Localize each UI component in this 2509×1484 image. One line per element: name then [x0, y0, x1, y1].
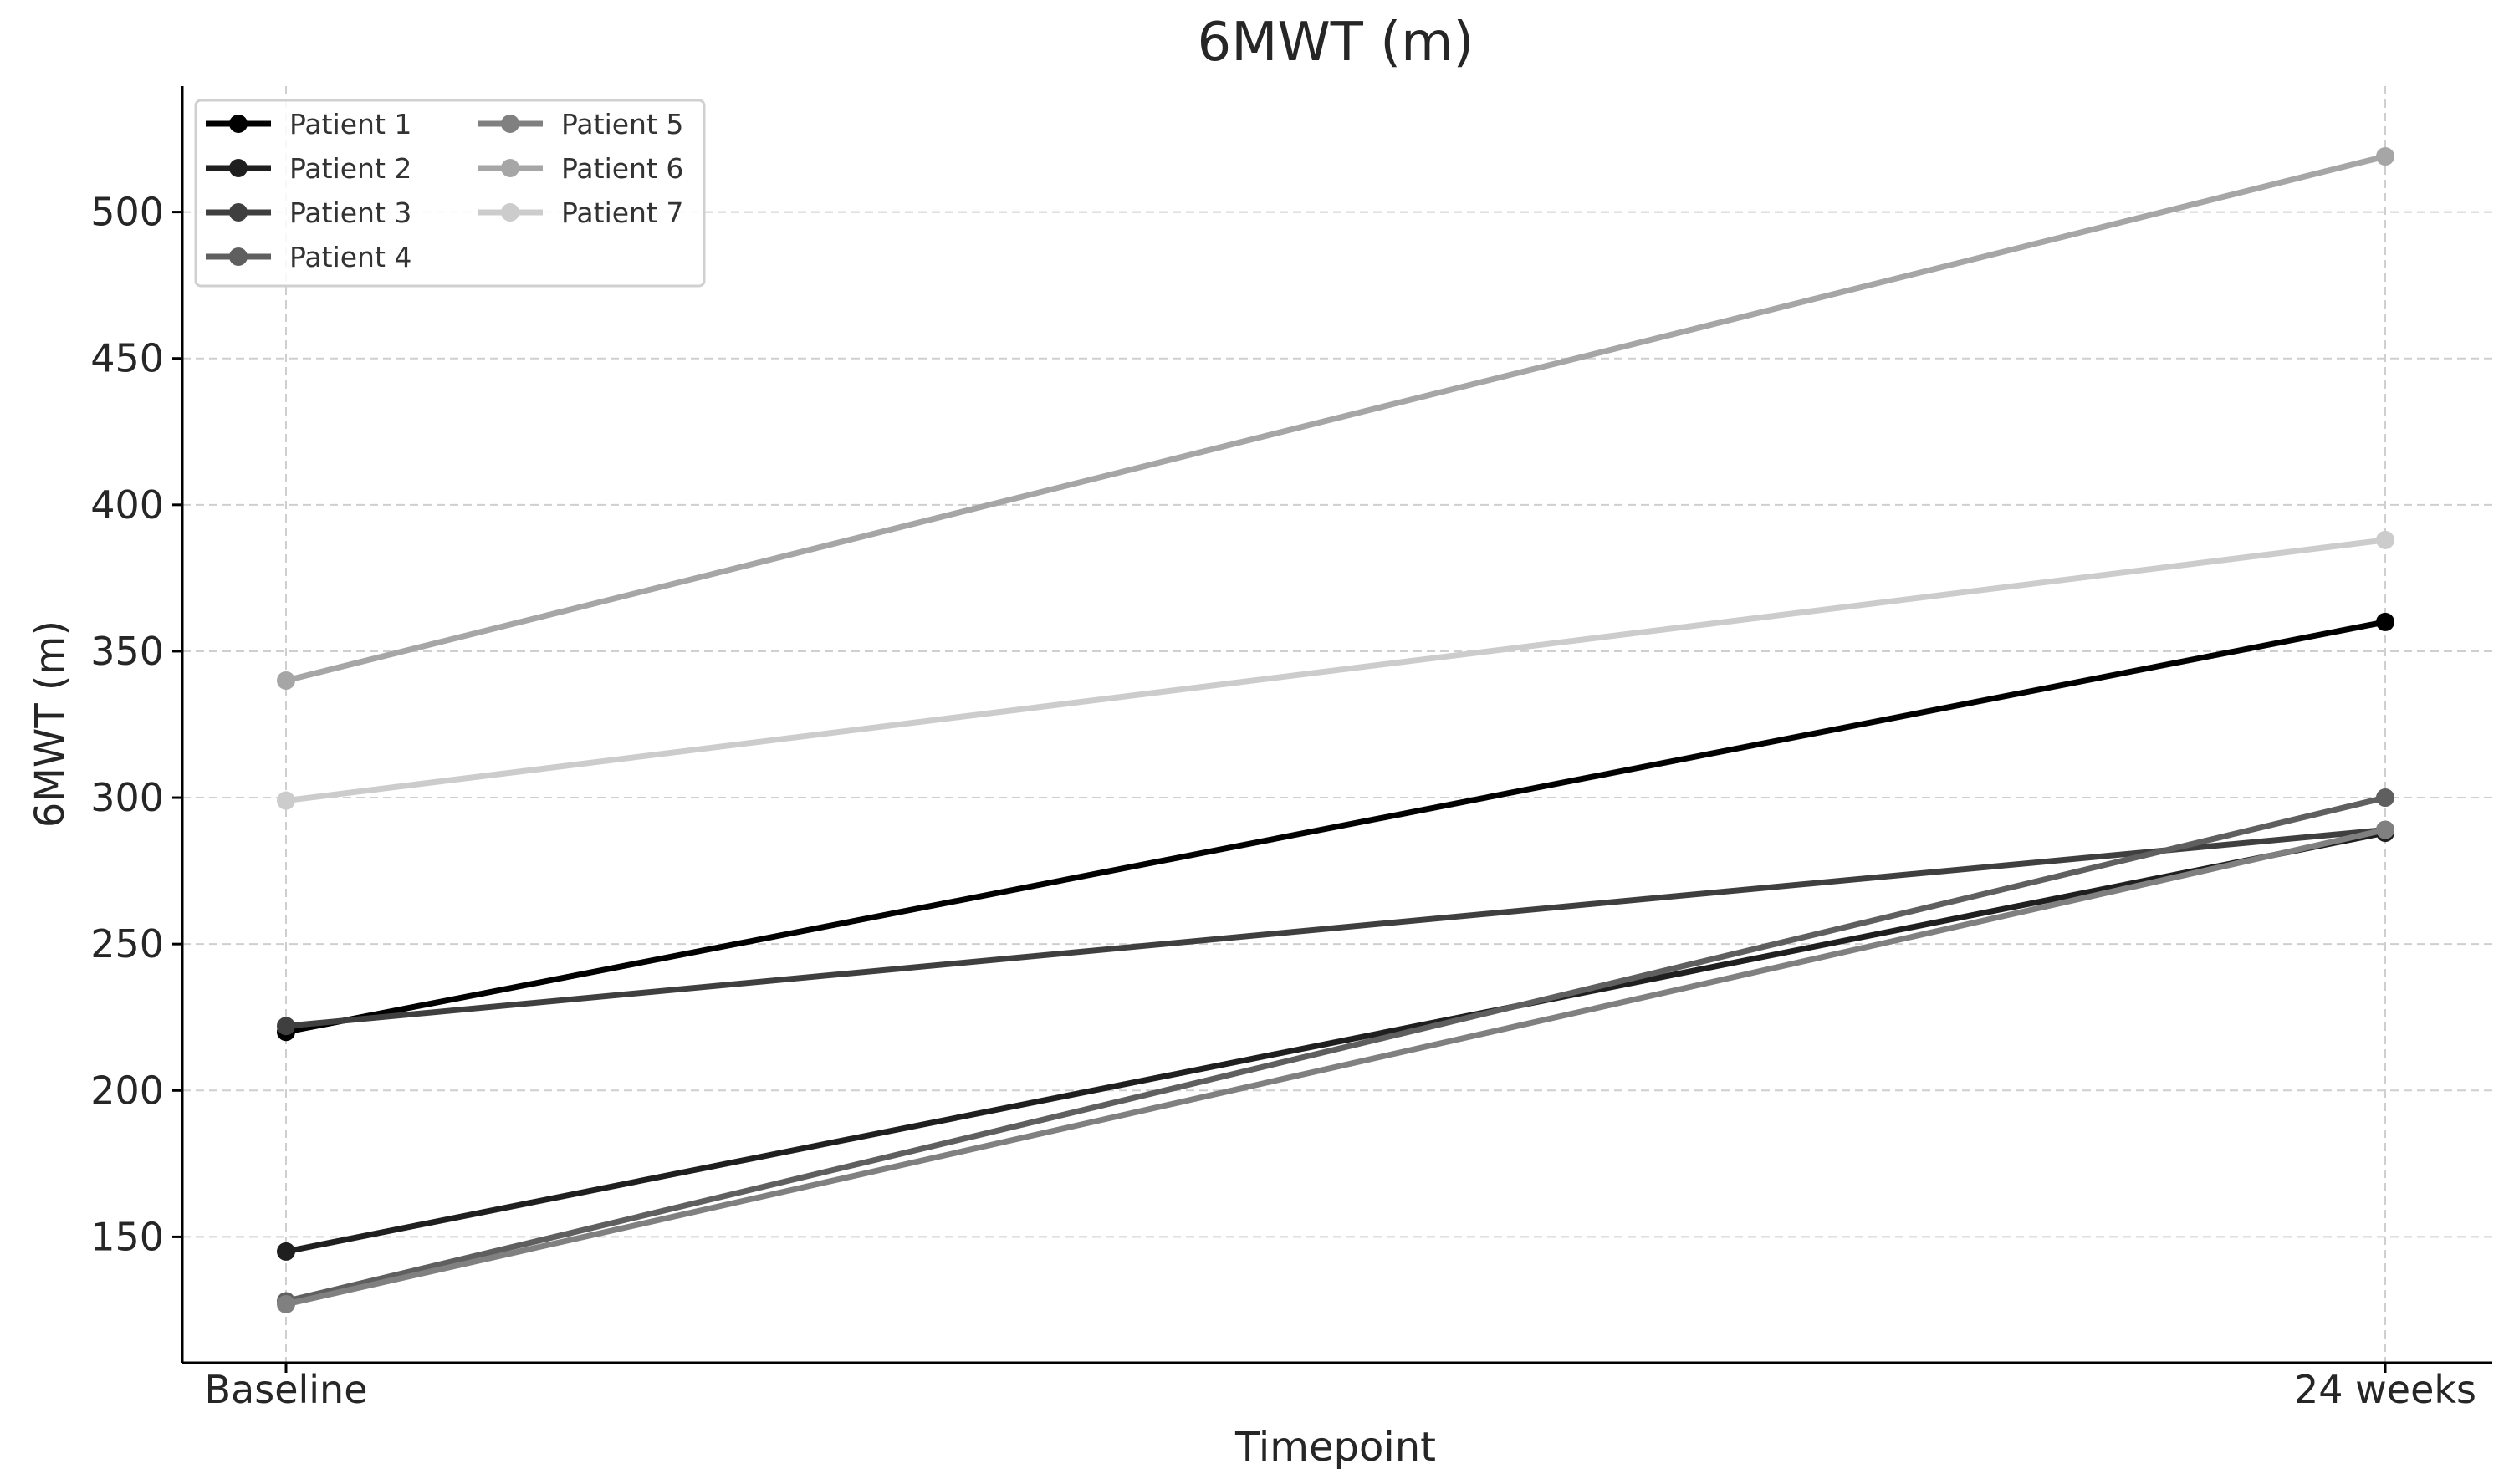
- legend-label: Patient 5: [561, 108, 683, 140]
- y-tick-label: 350: [90, 629, 164, 674]
- legend-label: Patient 2: [289, 152, 411, 185]
- y-tick-label: 200: [90, 1068, 164, 1113]
- data-point: [2376, 788, 2394, 808]
- legend-swatch-marker: [229, 115, 248, 133]
- series-1: [277, 612, 2394, 1042]
- data-point: [2376, 612, 2394, 631]
- series-line: [283, 537, 2389, 804]
- legend-label: Patient 7: [561, 196, 683, 229]
- series-layer: [277, 147, 2394, 1313]
- y-tick-label: 300: [90, 775, 164, 820]
- legend-item: Patient 7: [478, 196, 683, 229]
- legend-item: Patient 6: [478, 152, 683, 185]
- legend-swatch-marker: [229, 247, 248, 266]
- series-line: [283, 829, 2389, 1255]
- series-2: [277, 824, 2394, 1261]
- series-line: [283, 619, 2389, 1035]
- chart-title: 6MWT (m): [1198, 12, 1474, 74]
- axes-layer: [181, 86, 2492, 1364]
- series-5: [277, 820, 2394, 1313]
- series-3: [277, 820, 2394, 1036]
- series-line: [283, 827, 2389, 1308]
- legend-swatch-marker: [229, 203, 248, 222]
- ticks-layer: 150 200 250 300 350 400 450 500 Baseline 24 weeks: [90, 190, 2476, 1412]
- series-6: [277, 147, 2394, 690]
- legend-label: Patient 3: [289, 196, 411, 229]
- x-tick-label: 24 weeks: [2294, 1367, 2476, 1412]
- data-point: [277, 1242, 295, 1261]
- legend-item: Patient 1: [206, 108, 411, 140]
- legend-item: Patient 3: [206, 196, 411, 229]
- y-tick-label: 500: [90, 190, 164, 235]
- series-line: [283, 827, 2389, 1029]
- data-point: [277, 1294, 295, 1313]
- grid-layer: [182, 86, 2492, 1363]
- legend-swatch-marker: [229, 159, 248, 177]
- legend-swatch-marker: [501, 159, 519, 177]
- x-axis-label: Timepoint: [1234, 1424, 1436, 1471]
- data-point: [2376, 820, 2394, 839]
- data-point: [277, 791, 295, 810]
- data-point: [277, 1017, 295, 1036]
- legend-label: Patient 4: [289, 241, 411, 273]
- series-line: [283, 794, 2389, 1304]
- legend-swatch-marker: [501, 115, 519, 133]
- legend-swatch-marker: [501, 203, 519, 222]
- legend-label: Patient 6: [561, 152, 683, 185]
- legend: Patient 1 Patient 2 Patient 3 Patient 4 Pati…: [194, 99, 706, 288]
- series-7: [277, 530, 2394, 810]
- data-point: [2376, 147, 2394, 166]
- data-point: [277, 671, 295, 690]
- legend-item: Patient 2: [206, 152, 411, 185]
- legend-item: Patient 4: [206, 241, 411, 273]
- legend-frame: [194, 99, 706, 288]
- y-tick-label: 450: [90, 336, 164, 381]
- y-tick-label: 250: [90, 921, 164, 966]
- data-point: [2376, 530, 2394, 549]
- y-axis-label: 6MWT (m): [27, 620, 74, 828]
- series-line: [283, 153, 2389, 684]
- x-tick-label: Baseline: [204, 1367, 367, 1412]
- legend-label: Patient 1: [289, 108, 411, 140]
- legend-item: Patient 5: [478, 108, 683, 140]
- y-tick-label: 150: [90, 1214, 164, 1259]
- y-tick-label: 400: [90, 482, 164, 528]
